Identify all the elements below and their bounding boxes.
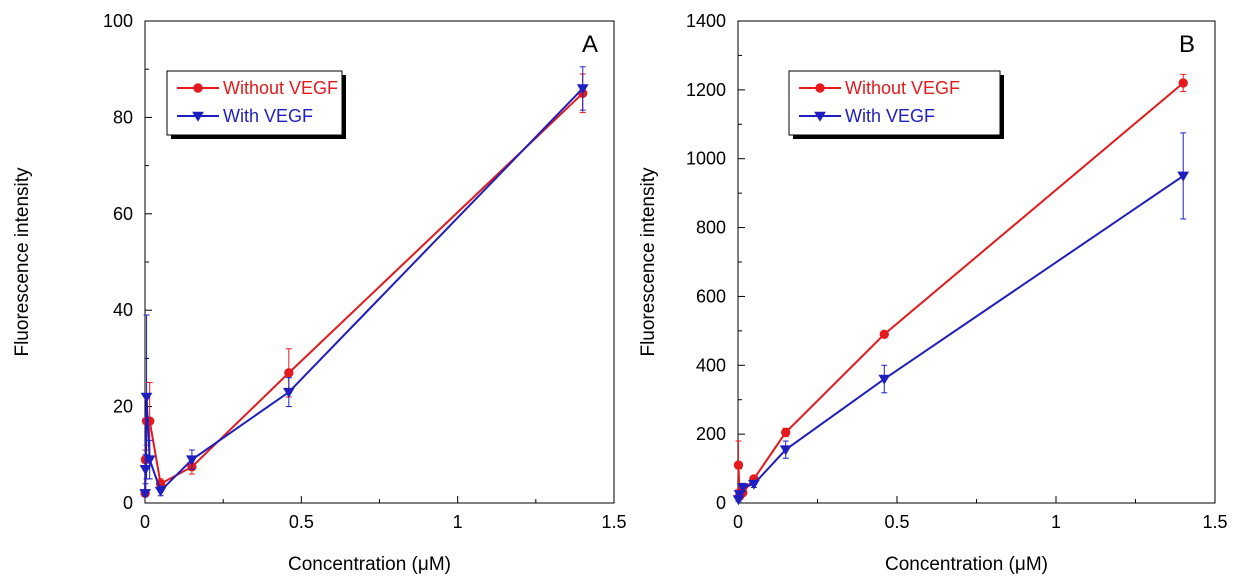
x-tick-label: 0.5: [289, 512, 314, 532]
data-point: [878, 374, 891, 385]
legend-label: With VEGF: [223, 106, 313, 126]
panel-label: B: [1179, 31, 1195, 58]
data-point: [1177, 171, 1190, 182]
y-tick-label: 200: [696, 424, 726, 444]
x-tick-label: 1.5: [601, 512, 626, 532]
legend-box: [166, 70, 343, 136]
legend-label: Without VEGF: [223, 78, 338, 98]
series-line: [737, 175, 1184, 500]
x-tick-label: 1: [1051, 512, 1061, 532]
y-tick-label: 60: [113, 204, 133, 224]
data-point: [186, 455, 198, 466]
legend-swatch-marker: [814, 111, 826, 122]
chart-panel-b: 0 0.5 1 1.5 0 200 400 600 800 1000 1200 1400 Concent…: [638, 11, 1228, 575]
y-axis-title: Fluorescence intensity: [638, 167, 659, 357]
series-line: [144, 92, 584, 494]
x-tick-label: 1: [453, 512, 463, 532]
data-point: [139, 465, 152, 475]
legend: Without VEGF With VEGF: [788, 70, 1004, 139]
y-tick-label: 1000: [686, 149, 726, 169]
data-point: [576, 84, 589, 95]
y-tick-label: 1400: [686, 11, 726, 31]
data-point: [284, 368, 294, 378]
data-point: [733, 490, 746, 501]
data-point: [154, 486, 167, 497]
data-point: [140, 392, 153, 403]
y-tick-label: 400: [696, 355, 726, 375]
series-with-vegf: [732, 132, 1190, 506]
y-tick-label: 800: [696, 218, 726, 238]
legend-swatch-marker: [193, 83, 203, 93]
data-point: [282, 387, 295, 398]
data-point: [736, 483, 749, 494]
chart-panel-a: 0 0.5 1 1.5 0 20 40 60 80 100 Concentration (μM) Fl…: [12, 11, 627, 575]
y-tick-label: 600: [696, 286, 726, 306]
legend: Without VEGF With VEGF: [166, 70, 346, 139]
data-point: [143, 455, 156, 466]
x-axis-title: Concentration (μM): [288, 554, 451, 575]
series-line: [737, 82, 1184, 499]
series-line: [144, 87, 584, 494]
x-tick-label: 0: [140, 512, 150, 532]
data-point: [781, 427, 791, 438]
y-tick-label: 80: [113, 107, 133, 127]
data-point: [879, 329, 889, 339]
legend-swatch-marker: [192, 111, 204, 122]
data-point: [1178, 78, 1188, 88]
y-tick-label: 1200: [686, 80, 726, 100]
legend-box: [788, 70, 1001, 136]
y-tick-label: 0: [123, 493, 133, 513]
data-point: [139, 489, 152, 500]
y-tick-label: 0: [716, 493, 726, 513]
x-tick-label: 0: [733, 512, 743, 532]
data-point: [733, 460, 744, 470]
series-with-vegf: [139, 66, 589, 500]
panel-label: A: [582, 31, 598, 58]
y-tick-label: 100: [103, 11, 133, 31]
y-tick-label: 20: [113, 397, 133, 417]
x-tick-label: 1.5: [1202, 512, 1227, 532]
legend-label: With VEGF: [845, 106, 935, 126]
data-point: [748, 479, 760, 490]
data-point: [779, 445, 792, 456]
legend-swatch-marker: [815, 83, 825, 93]
y-axis-title: Fluorescence intensity: [12, 167, 33, 357]
x-tick-label: 0.5: [884, 512, 909, 532]
legend-label: Without VEGF: [845, 78, 960, 98]
y-tick-label: 40: [113, 300, 133, 320]
x-axis-title: Concentration (μM): [885, 554, 1048, 575]
